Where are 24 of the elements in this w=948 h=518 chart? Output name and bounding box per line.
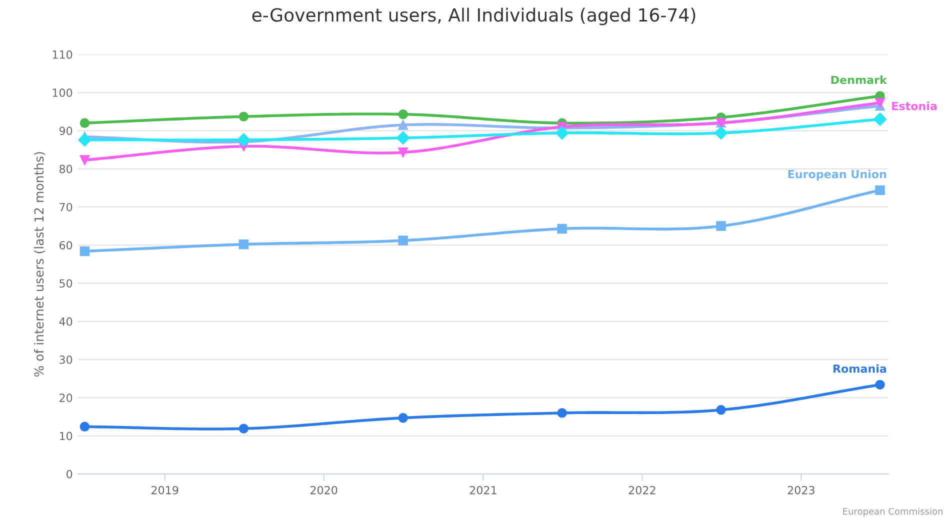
y-tick-label: 100 (52, 88, 72, 97)
y-tick-label: 0 (66, 470, 72, 478)
y-axis-title: % of internet users (last 12 months) (34, 152, 46, 377)
series-label: European Union (788, 170, 886, 180)
chart-title: e-Government users, All Individuals (aged 16-74) (252, 8, 696, 26)
series-label: Estonia (892, 102, 937, 110)
text: European Commission (843, 508, 942, 516)
y-tick-label: 70 (60, 202, 72, 212)
y-tick-label: 50 (60, 279, 72, 288)
y-tick-label: 110 (52, 50, 72, 59)
y-tick-label: 90 (59, 126, 72, 136)
y-tick-label: 80 (59, 164, 72, 174)
y-tick-label: 10 (60, 432, 72, 440)
series-label: Denmark (831, 75, 888, 84)
x-tick-label: 2020 (310, 486, 338, 494)
x-tick-label: 2022 (628, 486, 656, 494)
x-tick-label: 2021 (470, 486, 496, 494)
y-tick-label: 30 (60, 356, 72, 364)
x-tick-label: 2019 (152, 486, 178, 494)
series-label: Romania (833, 364, 886, 373)
x-tick-label: 2023 (788, 486, 814, 494)
y-tick-label: 60 (60, 241, 72, 250)
y-tick-label: 40 (59, 317, 72, 326)
y-tick-label: 20 (60, 394, 72, 402)
